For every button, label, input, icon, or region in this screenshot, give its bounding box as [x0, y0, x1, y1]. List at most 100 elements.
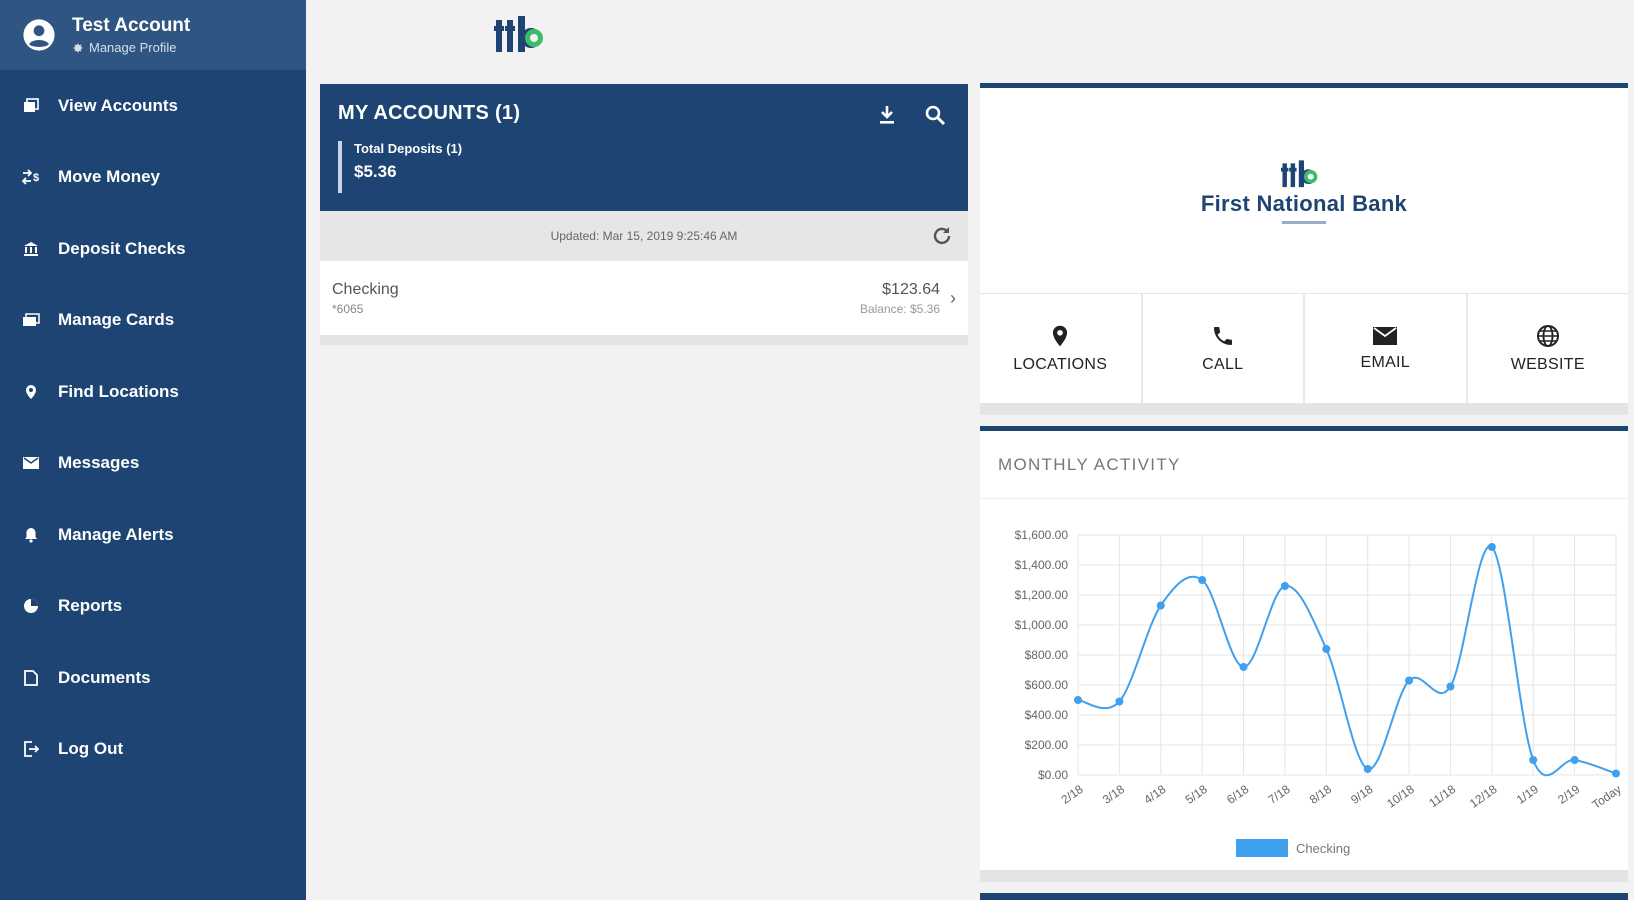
sidebar-item-label: View Accounts	[58, 95, 178, 115]
accounts-icon	[22, 97, 40, 115]
profile-header[interactable]: Test Account Manage Profile	[0, 0, 306, 70]
data-point	[1156, 601, 1165, 610]
accounts-title: MY ACCOUNTS (1)	[338, 102, 521, 124]
next-card-top-border	[980, 893, 1628, 900]
y-tick-label: $1,200.00	[1015, 588, 1069, 602]
y-tick-label: $1,600.00	[1015, 528, 1069, 542]
x-tick-label: 5/18	[1183, 782, 1210, 807]
x-tick-label: 3/18	[1100, 782, 1127, 807]
quick-link-label: WEBSITE	[1510, 355, 1585, 373]
bank-logo-icon	[1281, 160, 1318, 188]
account-row-checking[interactable]: Checking *6065 $123.64 Balance: $5.36 ›	[320, 261, 968, 345]
accounts-tools	[874, 102, 948, 128]
x-tick-label: 12/18	[1467, 782, 1500, 811]
y-tick-label: $800.00	[1025, 648, 1069, 662]
account-name: Checking	[332, 280, 399, 298]
sidebar-item-manage-alerts[interactable]: Manage Alerts	[0, 499, 306, 571]
account-balance: Balance: $5.36	[859, 301, 940, 316]
x-tick-label: 1/19	[1514, 782, 1541, 807]
data-point	[1405, 676, 1414, 685]
bank-icon	[22, 240, 40, 258]
sidebar-item-manage-cards[interactable]: Manage Cards	[0, 285, 306, 357]
gear-icon	[73, 43, 83, 52]
sidebar-item-label: Deposit Checks	[58, 238, 186, 258]
sidebar-item-label: Move Money	[58, 167, 161, 187]
quick-link-label: EMAIL	[1360, 353, 1410, 371]
quick-link-website[interactable]: WEBSITE	[1468, 294, 1629, 403]
profile-name: Test Account	[72, 15, 191, 36]
sidebar-item-label: Messages	[58, 453, 140, 473]
logout-icon	[22, 740, 40, 758]
total-deposits-value: $5.36	[354, 162, 397, 181]
sidebar-item-label: Log Out	[58, 739, 124, 759]
mail-icon	[1373, 326, 1398, 345]
quick-link-locations[interactable]: LOCATIONS	[980, 294, 1143, 403]
x-tick-label: 7/18	[1265, 782, 1292, 807]
x-tick-label: 10/18	[1384, 782, 1417, 811]
y-tick-label: $200.00	[1025, 738, 1069, 752]
location-pin-icon	[1053, 325, 1068, 346]
sidebar-item-view-accounts[interactable]: View Accounts	[0, 70, 306, 142]
search-icon[interactable]	[922, 102, 948, 128]
data-point	[1280, 582, 1289, 590]
x-tick-label: Today	[1589, 782, 1623, 812]
sidebar-nav: View Accounts $ Move Money Deposit Check…	[0, 70, 306, 785]
y-tick-label: $1,400.00	[1015, 558, 1069, 572]
sidebar-item-reports[interactable]: Reports	[0, 571, 306, 643]
quick-link-email[interactable]: EMAIL	[1305, 294, 1468, 403]
data-point	[1529, 756, 1538, 764]
data-point	[1570, 756, 1579, 764]
manage-profile-label: Manage Profile	[89, 40, 177, 55]
accounts-panel: MY ACCOUNTS (1) Total Deposits (1) $5.36…	[320, 84, 968, 345]
y-tick-label: $600.00	[1025, 678, 1069, 692]
x-tick-label: 8/18	[1307, 782, 1334, 807]
quick-link-label: CALL	[1202, 355, 1244, 373]
sidebar-item-find-locations[interactable]: Find Locations	[0, 356, 306, 428]
data-point	[1074, 696, 1082, 704]
phone-icon	[1213, 326, 1232, 345]
sidebar-item-log-out[interactable]: Log Out	[0, 714, 306, 786]
globe-icon	[1536, 324, 1559, 347]
total-deposits: Total Deposits (1) $5.36	[338, 141, 950, 193]
quick-link-call[interactable]: CALL	[1143, 294, 1305, 403]
sidebar-item-label: Find Locations	[58, 381, 179, 401]
x-tick-label: 11/18	[1426, 782, 1458, 810]
y-tick-label: $0.00	[1038, 768, 1068, 782]
bank-logo-icon	[494, 16, 543, 52]
sidebar: Test Account Manage Profile View Account…	[0, 0, 306, 900]
legend-label: Checking	[1296, 841, 1350, 856]
location-pin-icon	[22, 383, 40, 401]
manage-profile-link[interactable]: Manage Profile	[72, 40, 190, 55]
data-point	[1322, 645, 1331, 653]
cards-icon	[22, 311, 40, 329]
bank-logo-underline	[1282, 221, 1326, 224]
updated-timestamp: Updated: Mar 15, 2019 9:25:46 AM	[550, 229, 738, 243]
x-tick-label: 6/18	[1224, 782, 1251, 807]
download-icon[interactable]	[874, 102, 900, 128]
bell-icon	[22, 526, 40, 544]
updated-bar: Updated: Mar 15, 2019 9:25:46 AM	[320, 211, 968, 261]
bank-card: First National Bank LOCATIONS CALL EMAIL…	[980, 83, 1628, 415]
accounts-header: MY ACCOUNTS (1) Total Deposits (1) $5.36	[320, 84, 968, 211]
quick-links: LOCATIONS CALL EMAIL WEBSITE	[980, 293, 1628, 415]
series-line-checking	[1077, 545, 1617, 777]
sidebar-item-documents[interactable]: Documents	[0, 642, 306, 714]
chevron-right-icon: ›	[950, 287, 956, 308]
total-deposits-label: Total Deposits (1)	[354, 141, 463, 156]
refresh-icon[interactable]	[930, 224, 954, 248]
sidebar-item-label: Manage Alerts	[58, 524, 174, 544]
data-point	[1115, 697, 1124, 706]
sidebar-item-messages[interactable]: Messages	[0, 428, 306, 500]
sidebar-item-deposit-checks[interactable]: Deposit Checks	[0, 213, 306, 285]
x-tick-label: 9/18	[1348, 782, 1375, 807]
x-tick-label: 4/18	[1141, 782, 1168, 807]
monthly-activity-card: MONTHLY ACTIVITY $0.00 $200.00 $400.00 $600…	[980, 426, 1628, 882]
y-tick-label: $400.00	[1025, 708, 1069, 722]
svg-text:$: $	[33, 172, 39, 184]
sidebar-item-move-money[interactable]: $ Move Money	[0, 142, 306, 214]
account-amount: $123.64	[882, 280, 940, 298]
user-avatar-icon	[23, 19, 55, 51]
data-point	[1487, 543, 1496, 551]
data-point	[1198, 576, 1207, 584]
y-tick-label: $1,000.00	[1015, 618, 1069, 632]
